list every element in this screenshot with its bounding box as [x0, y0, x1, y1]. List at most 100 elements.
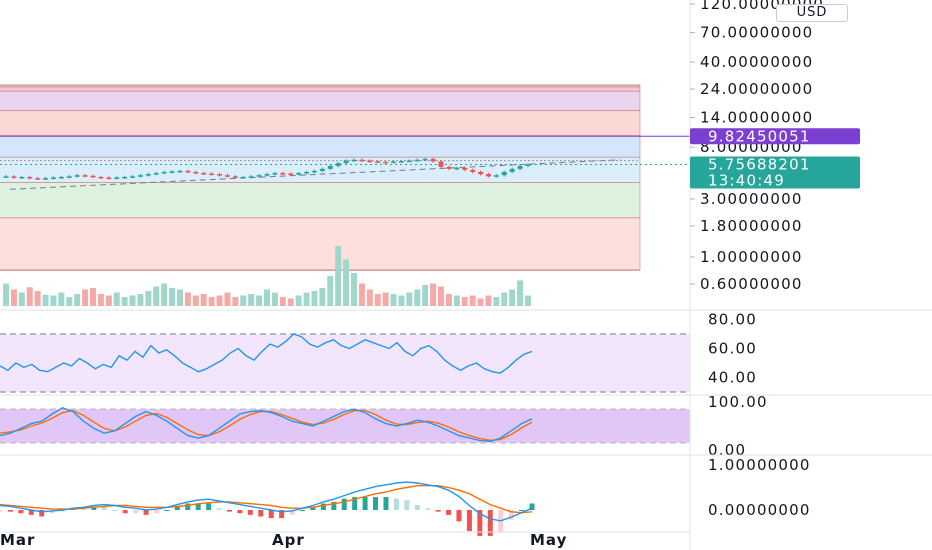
volume-bar [26, 287, 33, 306]
candle[interactable] [153, 173, 159, 175]
candle[interactable] [248, 176, 254, 178]
candle[interactable] [478, 171, 484, 175]
volume-bar [264, 289, 270, 306]
candle[interactable] [391, 161, 397, 163]
candle[interactable] [485, 174, 491, 177]
candle[interactable] [185, 170, 191, 173]
candle[interactable] [359, 159, 365, 162]
volume-bar [445, 294, 452, 306]
zone-band [0, 84, 640, 87]
candle[interactable] [177, 170, 183, 173]
candle[interactable] [161, 171, 167, 174]
currency-badge[interactable]: USD [776, 4, 848, 22]
candle[interactable] [367, 160, 373, 163]
candle[interactable] [304, 171, 310, 174]
candle[interactable] [517, 165, 523, 169]
candle[interactable] [406, 160, 412, 163]
candle[interactable] [264, 174, 270, 176]
candle[interactable] [43, 178, 49, 180]
macd-tick-label: 1.00000000 [708, 456, 811, 474]
candle[interactable] [462, 167, 468, 170]
candle[interactable] [493, 175, 499, 177]
candle[interactable] [509, 168, 515, 172]
zone-band [0, 91, 640, 111]
candle[interactable] [122, 176, 128, 179]
candle[interactable] [66, 176, 72, 178]
macd-histogram-bar [206, 503, 212, 510]
candle[interactable] [82, 175, 88, 177]
candle[interactable] [272, 173, 278, 175]
volume-bar [295, 295, 302, 306]
candle[interactable] [525, 164, 531, 166]
price-tick-label: 14.00000000 [700, 109, 813, 127]
candle[interactable] [130, 176, 136, 178]
macd-histogram-bar [446, 510, 452, 515]
macd-pane[interactable] [0, 481, 535, 536]
time-tick-label: May [530, 531, 567, 549]
candle[interactable] [296, 173, 302, 175]
time-tick-label: Mar [0, 531, 35, 549]
candle[interactable] [280, 173, 286, 175]
candle[interactable] [98, 176, 104, 179]
candle[interactable] [398, 161, 404, 163]
candle[interactable] [58, 176, 64, 179]
volume-bar [279, 297, 286, 306]
candle[interactable] [90, 175, 96, 178]
candle[interactable] [446, 166, 452, 169]
candle[interactable] [288, 173, 294, 176]
candle[interactable] [414, 159, 420, 162]
candle[interactable] [501, 171, 507, 176]
candle[interactable] [169, 171, 175, 173]
candle[interactable] [217, 174, 223, 176]
candle[interactable] [454, 167, 460, 170]
price-tick-label: 1.80000000 [700, 217, 803, 235]
stoch-pane[interactable] [0, 407, 690, 444]
price-pane[interactable] [0, 135, 690, 190]
macd-histogram-bar [49, 510, 55, 514]
volume-bar [169, 288, 176, 306]
volume-bar [485, 295, 492, 306]
macd-histogram-bar [226, 510, 232, 512]
macd-histogram-bar [435, 510, 441, 512]
stoch-k-line [0, 407, 533, 443]
rsi-pane[interactable] [0, 333, 690, 393]
candle[interactable] [50, 177, 56, 180]
candle[interactable] [106, 177, 112, 180]
zone-band [0, 182, 640, 218]
candle[interactable] [319, 168, 325, 171]
candle[interactable] [343, 160, 349, 164]
candle[interactable] [256, 175, 262, 177]
candle[interactable] [327, 165, 333, 169]
candle[interactable] [470, 169, 476, 172]
candle[interactable] [137, 175, 143, 177]
candle[interactable] [351, 159, 357, 162]
time-axis[interactable]: Mar Apr May [0, 531, 690, 549]
macd-histogram-bar [133, 510, 139, 514]
candle[interactable] [335, 163, 341, 166]
macd-histogram-bar [7, 510, 13, 512]
candle[interactable] [311, 170, 317, 173]
candle[interactable] [145, 174, 151, 176]
candle[interactable] [240, 176, 246, 179]
candle[interactable] [11, 176, 17, 178]
candle[interactable] [114, 177, 120, 180]
macd-histogram-bar [60, 510, 66, 512]
candle[interactable] [383, 161, 389, 164]
candle[interactable] [224, 175, 230, 177]
candle[interactable] [209, 173, 215, 176]
candle[interactable] [193, 171, 199, 174]
candle[interactable] [3, 176, 9, 178]
candle[interactable] [35, 178, 41, 180]
candle[interactable] [27, 176, 33, 179]
candle[interactable] [201, 173, 207, 175]
candle[interactable] [430, 158, 436, 162]
candle[interactable] [19, 176, 25, 179]
candle[interactable] [232, 176, 238, 178]
candle[interactable] [422, 158, 428, 161]
candle[interactable] [375, 161, 381, 163]
candle[interactable] [74, 175, 80, 177]
macd-histogram-bar [18, 510, 24, 514]
candle[interactable] [438, 161, 444, 167]
